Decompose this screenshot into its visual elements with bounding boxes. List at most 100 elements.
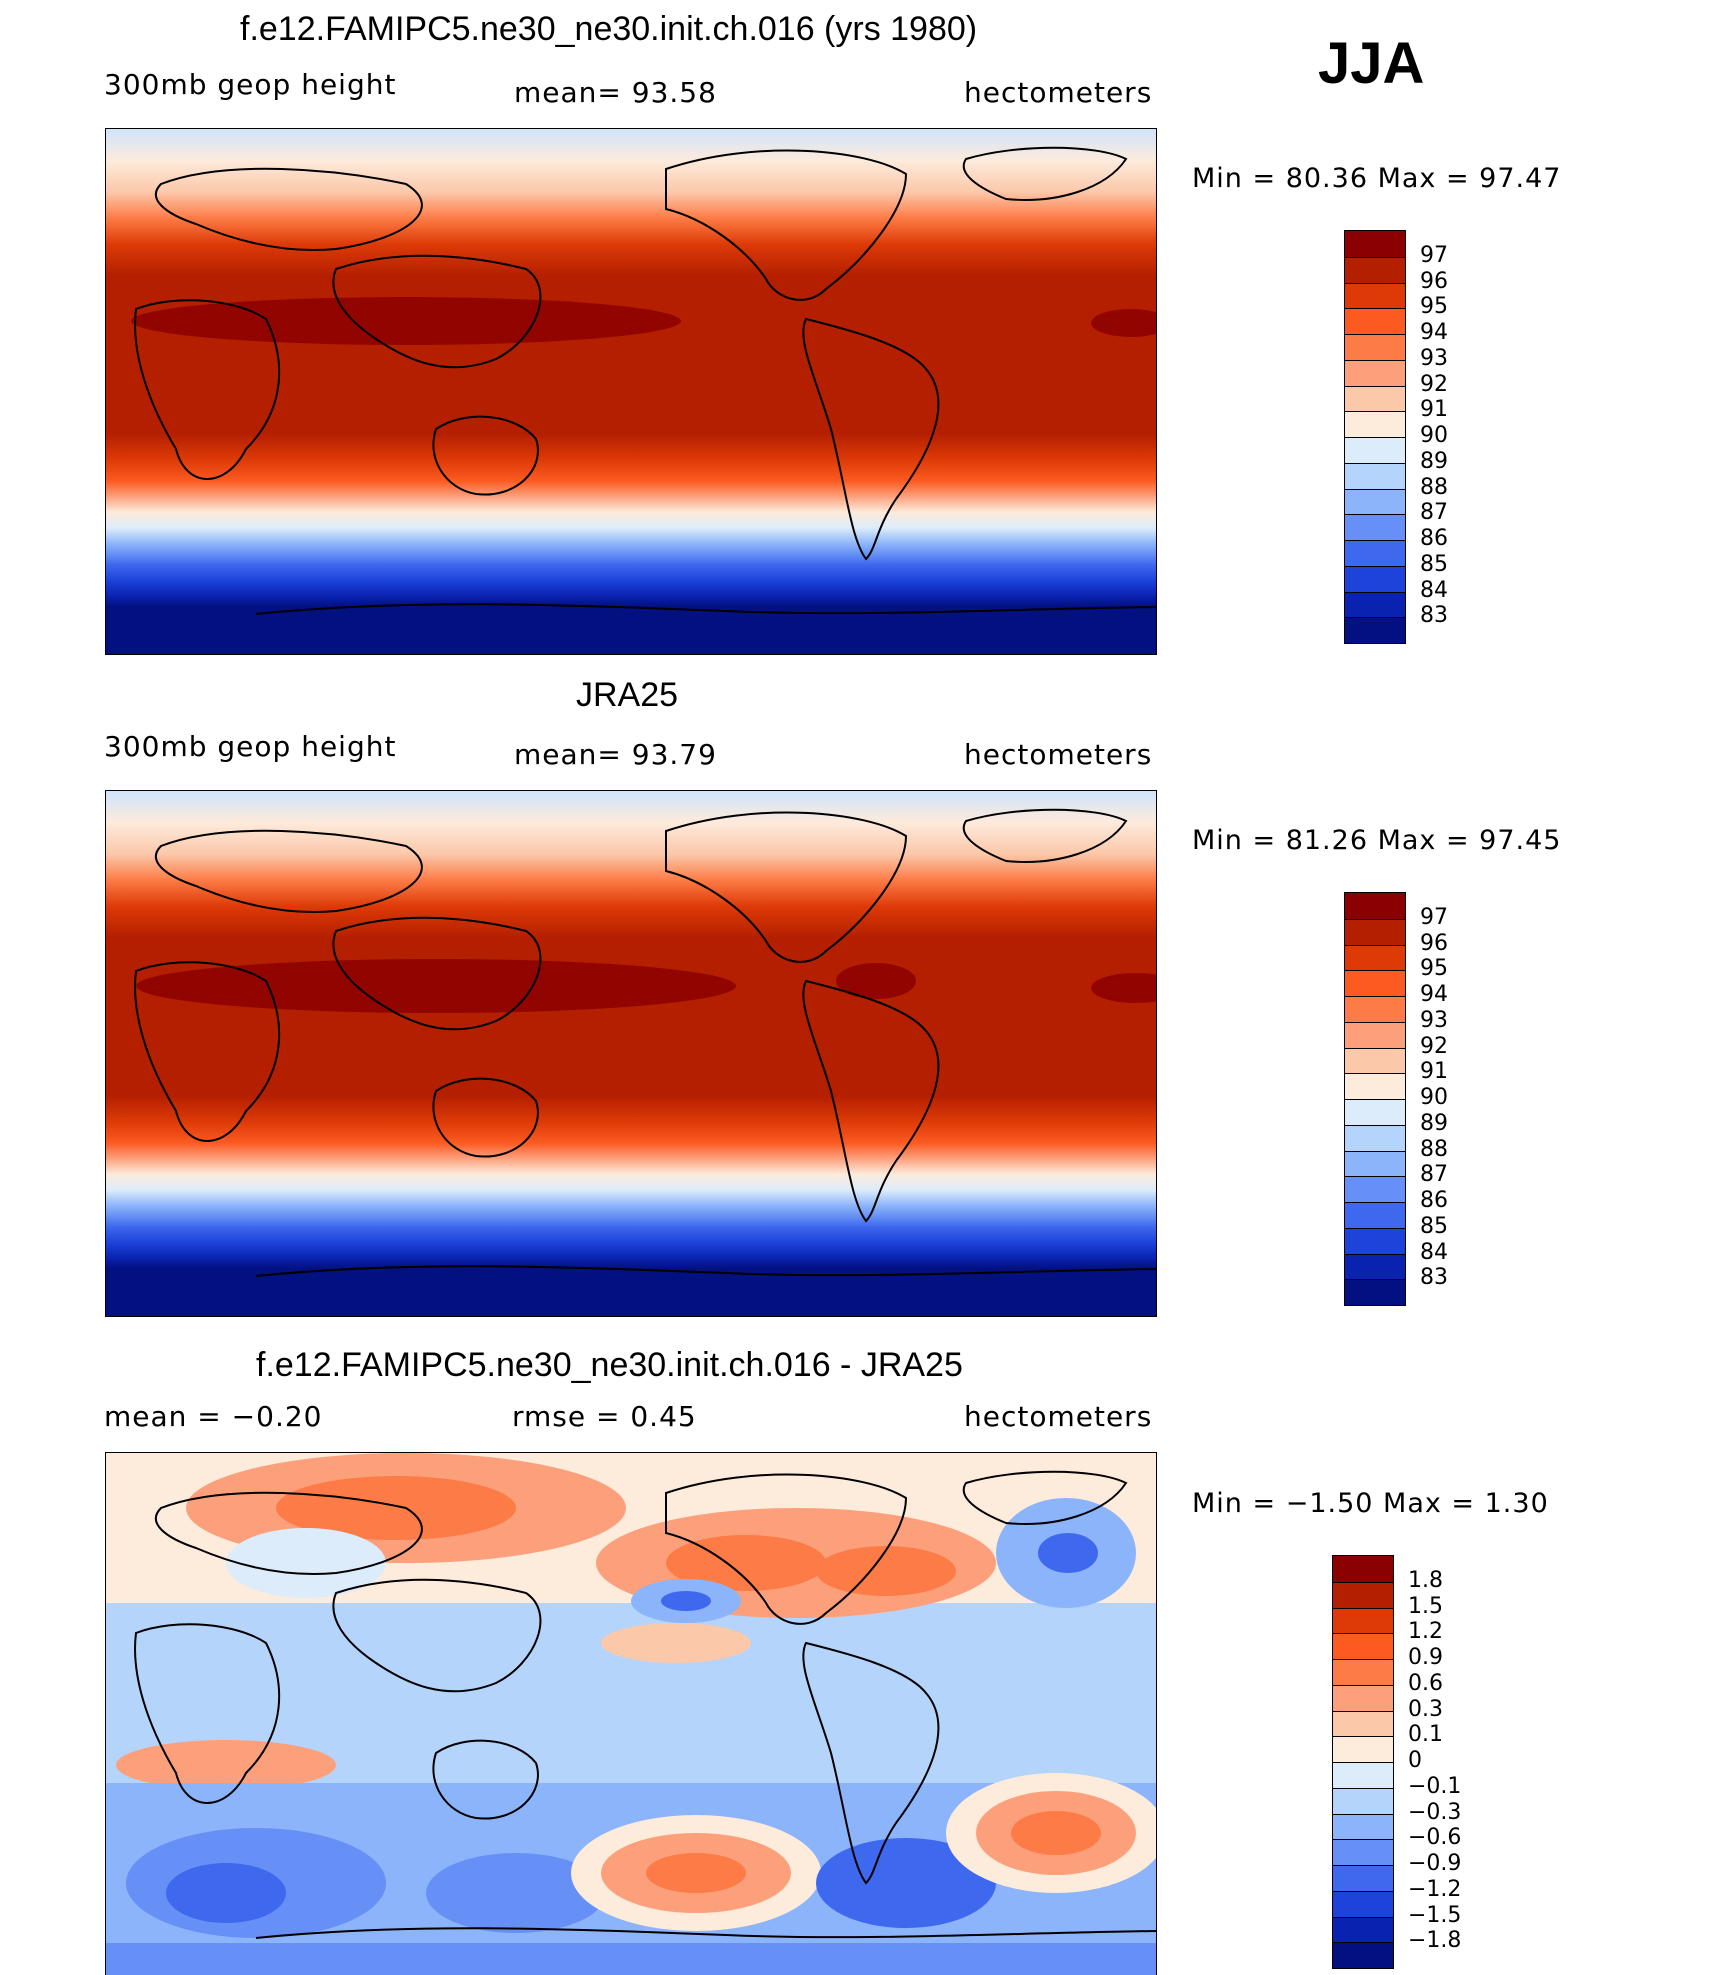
- colorbar-label: 87: [1420, 1162, 1448, 1188]
- panel-2-contour-field: [106, 791, 1156, 1316]
- panel-3-mean: mean = −0.20: [104, 1400, 323, 1433]
- colorbar-label: 87: [1420, 500, 1448, 526]
- colorbar-box: [1345, 1227, 1405, 1254]
- colorbar-label: 97: [1420, 904, 1448, 930]
- colorbar-label: −1.8: [1408, 1928, 1462, 1954]
- colorbar-label: 90: [1420, 1085, 1448, 1110]
- panel-2-title: JRA25: [576, 676, 679, 714]
- colorbar-box: [1345, 282, 1405, 309]
- panel-3-contour-field: [106, 1453, 1156, 1975]
- colorbar-label: 94: [1420, 320, 1448, 345]
- colorbar-label: −0.3: [1408, 1799, 1462, 1825]
- colorbar-box: [1333, 1839, 1393, 1865]
- colorbar-label: 96: [1420, 930, 1448, 956]
- colorbar-label: 88: [1420, 474, 1448, 500]
- colorbar-label: −0.1: [1408, 1773, 1462, 1799]
- colorbar-label: 94: [1420, 982, 1448, 1007]
- colorbar-box: [1345, 944, 1405, 971]
- season-label: JJA: [1318, 31, 1425, 96]
- colorbar-box: [1333, 1556, 1393, 1582]
- colorbar-label: 96: [1420, 268, 1448, 294]
- colorbar-label: 89: [1420, 1110, 1448, 1136]
- colorbar-box: [1345, 359, 1405, 386]
- colorbar-box: [1345, 1073, 1405, 1099]
- colorbar-label: 89: [1420, 448, 1448, 474]
- panel-1-colorbar: [1344, 230, 1406, 644]
- colorbar-label: −0.9: [1408, 1851, 1462, 1876]
- colorbar-box: [1345, 514, 1405, 540]
- panel-2-mean: mean= 93.79: [514, 738, 717, 771]
- colorbar-box: [1333, 1607, 1393, 1634]
- colorbar-box: [1333, 1942, 1393, 1968]
- colorbar-box: [1333, 1710, 1393, 1737]
- colorbar-box: [1333, 1890, 1393, 1917]
- colorbar-box: [1345, 488, 1405, 515]
- panel-3-minmax: Min = −1.50 Max = 1.30: [1192, 1488, 1549, 1519]
- colorbar-label: 95: [1420, 294, 1448, 320]
- colorbar-label: 84: [1420, 1239, 1448, 1265]
- colorbar-box: [1345, 1099, 1405, 1125]
- colorbar-box: [1345, 1021, 1405, 1048]
- colorbar-label: 0: [1408, 1748, 1422, 1773]
- panel-3-rmse: rmse = 0.45: [512, 1400, 697, 1433]
- colorbar-label: −0.6: [1408, 1825, 1462, 1851]
- colorbar-box: [1345, 1253, 1405, 1280]
- colorbar-label: −1.2: [1408, 1876, 1462, 1902]
- panel-1-mean: mean= 93.58: [514, 76, 717, 109]
- colorbar-box: [1345, 918, 1405, 945]
- colorbar-box: [1345, 540, 1405, 566]
- colorbar-label: 83: [1420, 603, 1448, 629]
- colorbar-box: [1345, 996, 1405, 1022]
- colorbar-box: [1345, 565, 1405, 592]
- colorbar-box: [1345, 308, 1405, 334]
- colorbar-label: 97: [1420, 242, 1448, 268]
- colorbar-box: [1345, 437, 1405, 463]
- colorbar-box: [1333, 1581, 1393, 1608]
- colorbar-label: 86: [1420, 1188, 1448, 1213]
- colorbar-label: 88: [1420, 1136, 1448, 1162]
- panel-1-units: hectometers: [964, 76, 1153, 109]
- colorbar-label: 92: [1420, 1033, 1448, 1059]
- panel-3-colorbar: [1332, 1555, 1394, 1969]
- panel-2-minmax: Min = 81.26 Max = 97.45: [1192, 825, 1562, 856]
- colorbar-label: 93: [1420, 345, 1448, 371]
- colorbar-box: [1333, 1865, 1393, 1891]
- panel-2-colorbar: [1344, 892, 1406, 1306]
- colorbar-box: [1333, 1633, 1393, 1659]
- panel-3-map: [105, 1452, 1157, 1975]
- colorbar-box: [1345, 1150, 1405, 1177]
- colorbar-label: −1.5: [1408, 1902, 1462, 1928]
- colorbar-label: 90: [1420, 423, 1448, 448]
- colorbar-box: [1345, 231, 1405, 257]
- colorbar-label: 0.6: [1408, 1670, 1443, 1696]
- colorbar-box: [1333, 1787, 1393, 1814]
- colorbar-box: [1345, 1279, 1405, 1305]
- colorbar-box: [1333, 1762, 1393, 1788]
- colorbar-box: [1333, 1916, 1393, 1943]
- colorbar-label: 91: [1420, 1059, 1448, 1085]
- colorbar-box: [1345, 893, 1405, 919]
- panel-3-title: f.e12.FAMIPC5.ne30_ne30.init.ch.016 - JR…: [256, 1346, 963, 1384]
- colorbar-box: [1345, 1176, 1405, 1202]
- colorbar-box: [1345, 1047, 1405, 1074]
- colorbar-label: 0.3: [1408, 1696, 1443, 1722]
- panel-1-contour-field: [106, 129, 1156, 654]
- colorbar-label: 1.5: [1408, 1593, 1443, 1619]
- colorbar-label: 86: [1420, 526, 1448, 551]
- colorbar-box: [1345, 385, 1405, 412]
- colorbar-box: [1345, 411, 1405, 437]
- colorbar-label: 1.2: [1408, 1619, 1443, 1645]
- panel-2-variable-label: 300mb geop height: [104, 730, 397, 763]
- colorbar-box: [1333, 1684, 1393, 1711]
- colorbar-box: [1333, 1813, 1393, 1840]
- colorbar-label: 93: [1420, 1007, 1448, 1033]
- panel-1-minmax: Min = 80.36 Max = 97.47: [1192, 163, 1562, 194]
- colorbar-label: 85: [1420, 1213, 1448, 1239]
- colorbar-label: 85: [1420, 551, 1448, 577]
- colorbar-label: 92: [1420, 371, 1448, 397]
- colorbar-label: 1.8: [1408, 1567, 1443, 1593]
- colorbar-box: [1345, 1124, 1405, 1151]
- colorbar-label: 0.9: [1408, 1645, 1443, 1670]
- colorbar-box: [1345, 970, 1405, 996]
- panel-1-title: f.e12.FAMIPC5.ne30_ne30.init.ch.016 (yrs…: [240, 10, 978, 48]
